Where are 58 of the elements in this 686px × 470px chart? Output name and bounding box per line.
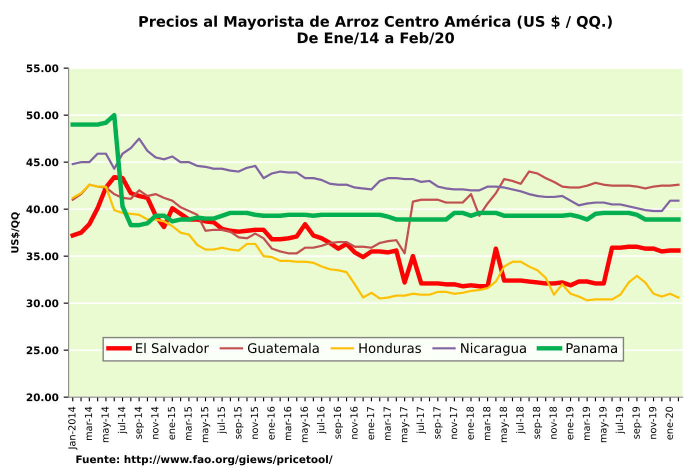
y-tick-label: 30.00 (26, 299, 58, 308)
x-tick-label: ene-18 (466, 406, 474, 440)
y-tick-label: 40.00 (26, 205, 58, 214)
x-tick-label: sep-18 (532, 406, 542, 439)
x-tick-label: jul-15 (217, 407, 227, 434)
x-tick-label: sep-17 (433, 407, 443, 439)
x-tick-label: may-17 (400, 407, 410, 442)
x-tick-label: nov-18 (549, 406, 557, 439)
y-tick-label: 25.00 (26, 346, 58, 354)
y-tick-label: 50.00 (26, 111, 58, 120)
x-tick-label: Jan-2014 (68, 406, 78, 450)
x-tick-label: may-16 (300, 406, 310, 442)
x-tick-label: sep-15 (234, 407, 244, 439)
x-tick-label: nov-17 (450, 407, 458, 439)
legend-label: Panama (566, 343, 617, 354)
x-tick-label: mar-14 (84, 406, 92, 440)
x-tick-label: ene-16 (267, 406, 275, 440)
legend-label: El Salvador (136, 342, 209, 354)
legend-label: Honduras (359, 342, 421, 354)
y-axis-title: US$/QQ (10, 212, 20, 253)
x-tick-label: nov-15 (250, 407, 258, 439)
x-tick-label: mar-15 (184, 407, 192, 440)
x-tick-label: may-18 (500, 406, 509, 442)
line-series (70, 174, 681, 288)
x-tick-label: sep-14 (134, 406, 144, 439)
legend-label: Guatemala (248, 342, 319, 354)
x-tick-label: ene-19 (566, 406, 574, 440)
x-tick-label: ene-17 (367, 407, 374, 440)
x-tick-label: may-14 (102, 406, 111, 442)
x-tick-label: nov-19 (649, 406, 656, 439)
y-tick-label: 35.00 (26, 252, 58, 260)
x-tick-label: mar-18 (483, 406, 490, 440)
line-series (72, 170, 680, 254)
chart-title: Precios al Mayorista de Arroz Centro América (US $ / QQ.) De Ene/14 a Feb/20 (139, 15, 612, 45)
x-tick-label: jul-19 (616, 406, 626, 434)
x-tick-label: sep-19 (632, 406, 642, 439)
x-tick-label: nov-16 (350, 406, 358, 439)
x-tick-label: mar-16 (284, 406, 292, 440)
line-series (72, 184, 680, 302)
x-tick-label: mar-19 (582, 406, 590, 440)
source-note: Fuente: http://www.fao.org/giews/pricetool/ (76, 455, 333, 466)
line-series (72, 138, 680, 212)
legend-label: Nicaragua (461, 342, 526, 356)
x-tick-label: ene-20 (666, 406, 673, 440)
x-tick-label: nov-14 (151, 406, 159, 439)
line-series (70, 112, 681, 228)
y-tick-label: 45.00 (26, 158, 58, 166)
x-tick-label: may-19 (599, 406, 608, 442)
x-tick-label: mar-17 (384, 407, 391, 440)
x-tick-label: sep-16 (334, 406, 343, 439)
x-tick-label: may-15 (201, 407, 210, 442)
x-tick-label: jul-17 (416, 407, 426, 434)
y-tick-label: 55.00 (26, 64, 58, 72)
x-tick-label: jul-18 (516, 406, 526, 434)
x-tick-label: ene-15 (168, 407, 176, 440)
x-tick-label: jul-16 (316, 406, 326, 434)
x-tick-label: jul-14 (118, 406, 128, 434)
y-tick-label: 20.00 (26, 393, 58, 402)
